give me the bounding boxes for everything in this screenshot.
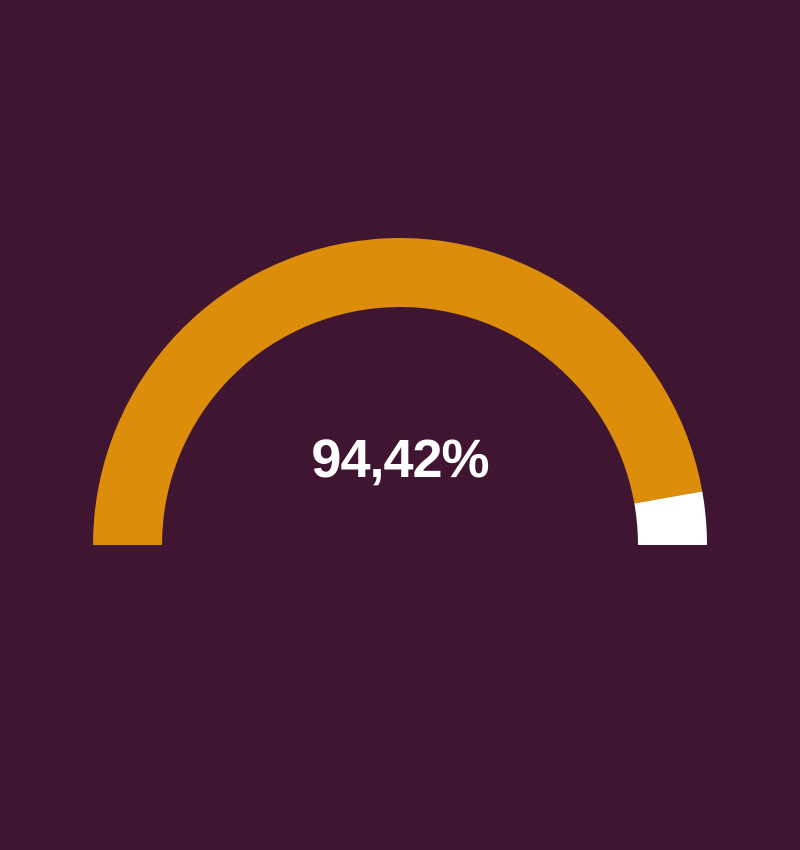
gauge-segment-value — [93, 238, 703, 545]
gauge-segment-remainder — [634, 491, 707, 545]
gauge-value-label: 94,42% — [311, 429, 488, 489]
gauge-arcs — [93, 238, 707, 545]
